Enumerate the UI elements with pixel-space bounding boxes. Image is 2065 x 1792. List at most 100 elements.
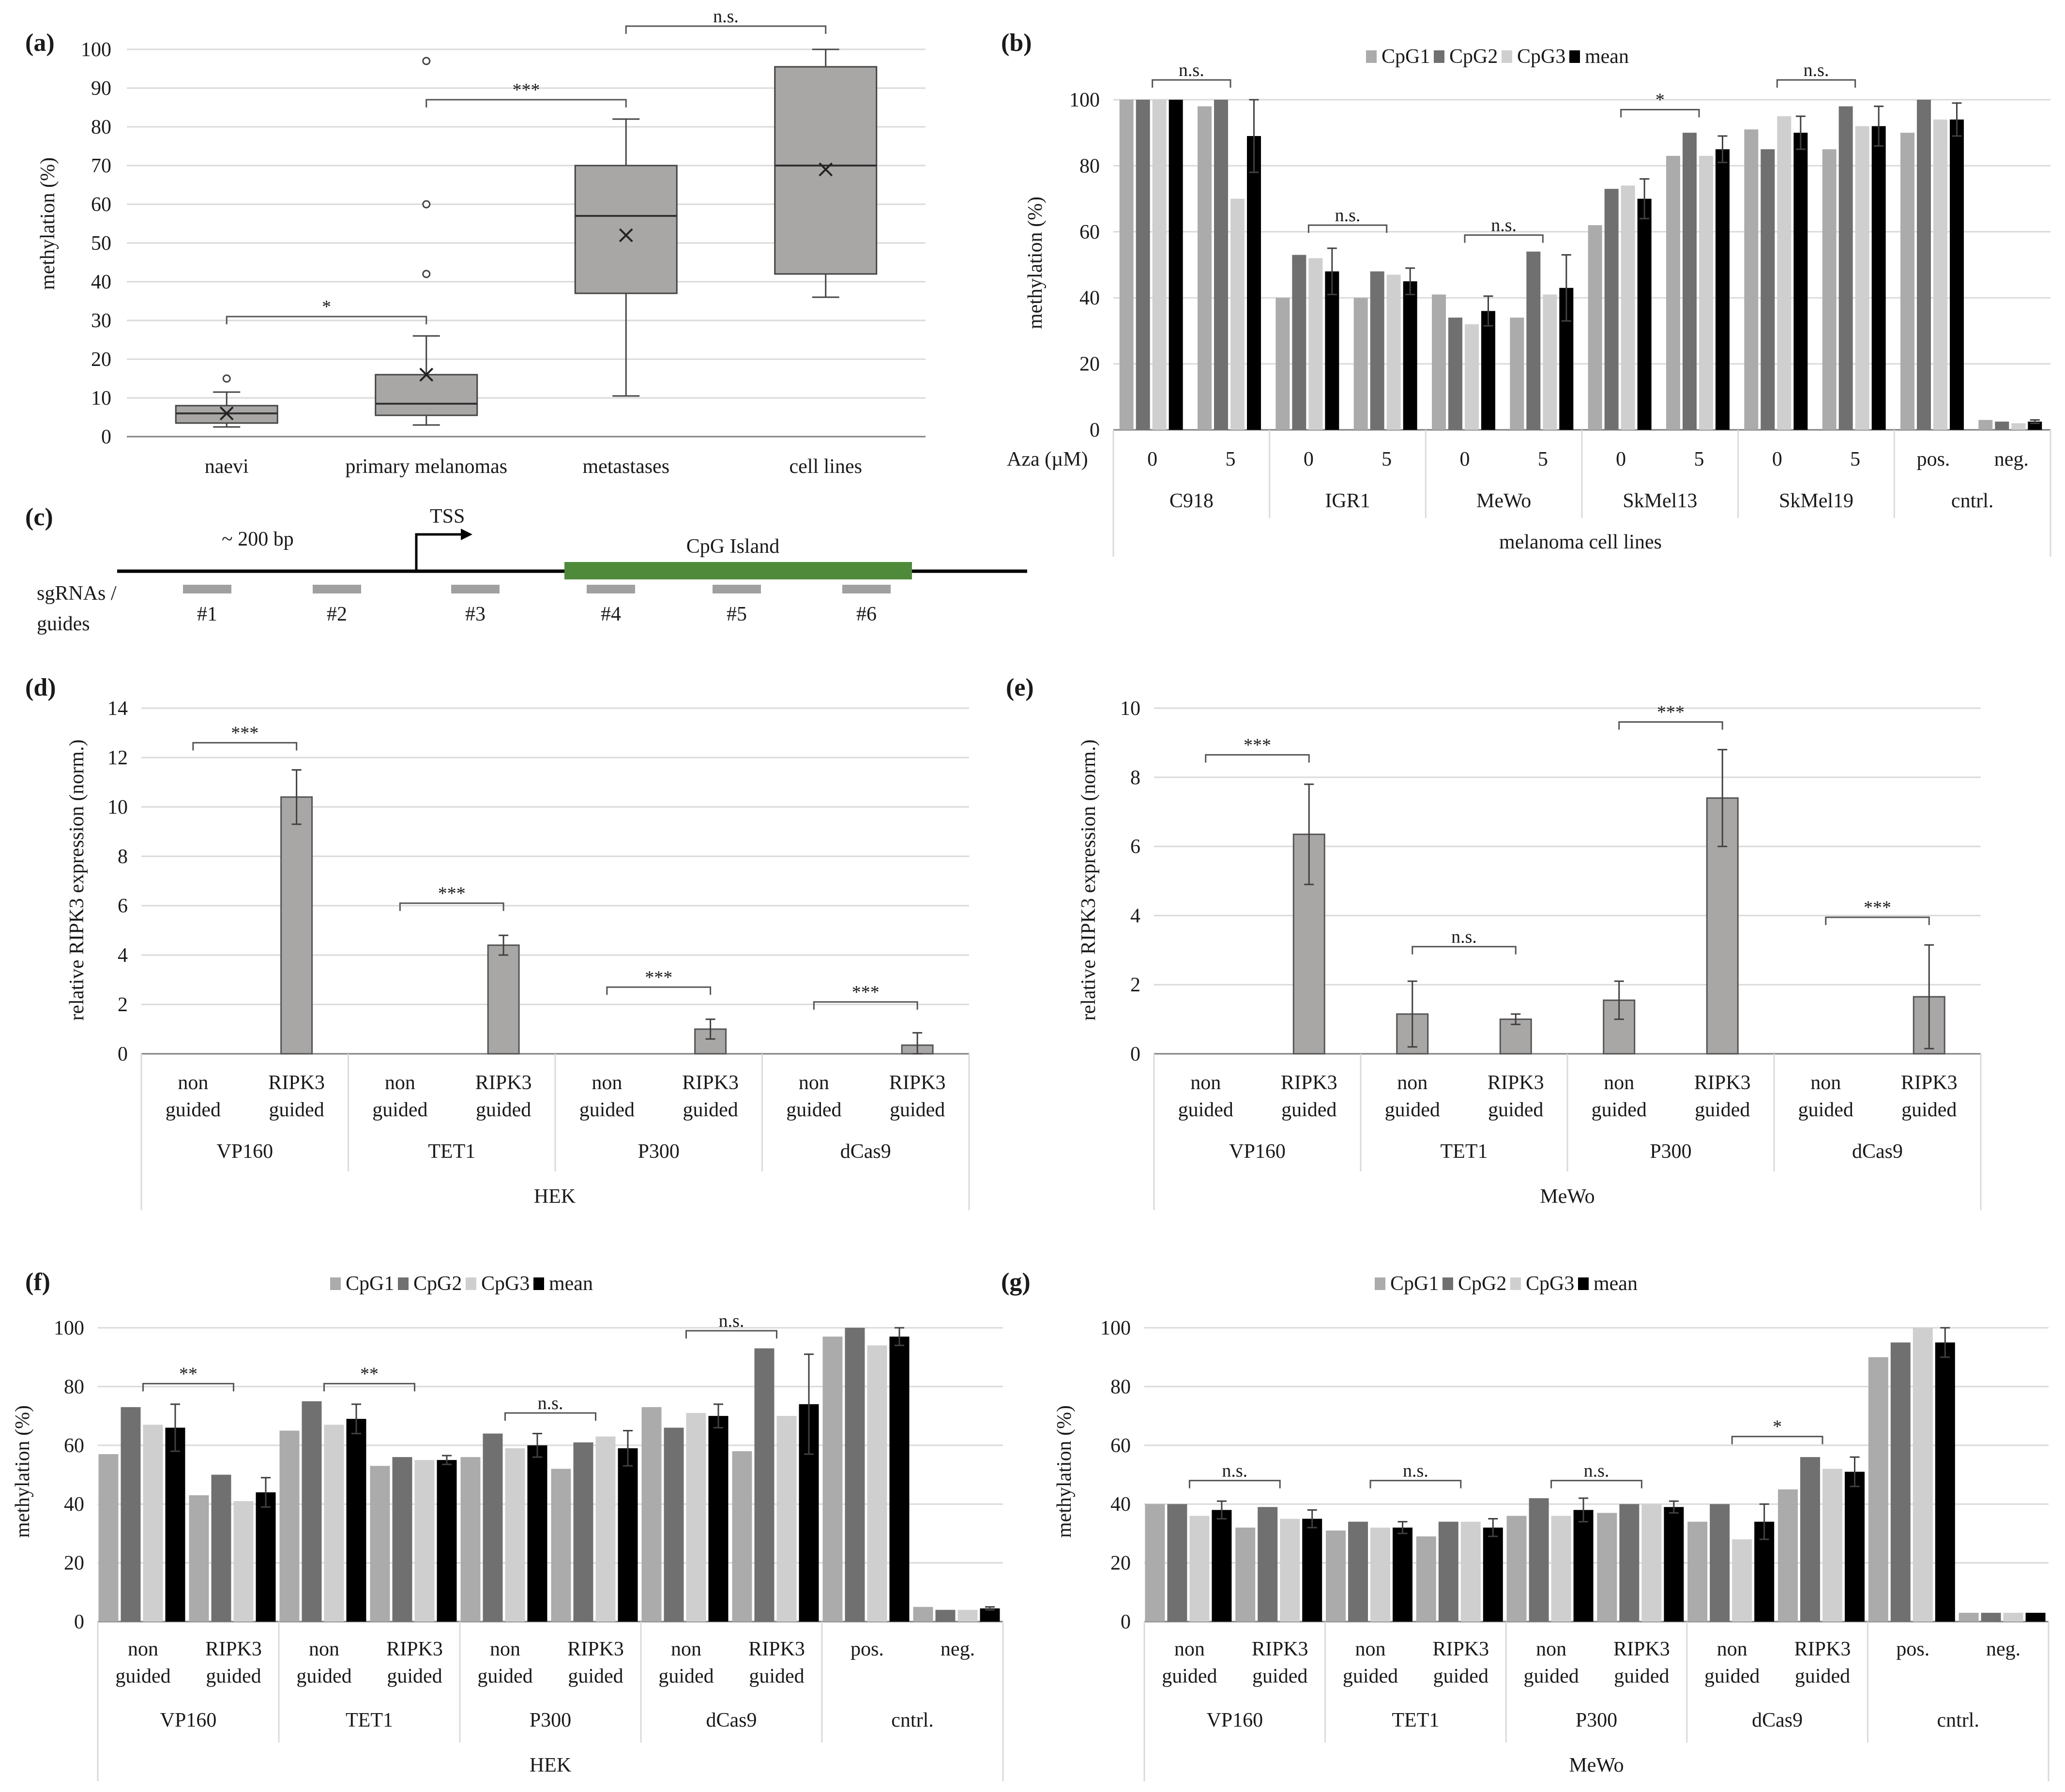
panel-b-ylabel: methylation (%) bbox=[1024, 197, 1047, 329]
group-label: TET1 bbox=[428, 1140, 475, 1163]
bar-mean bbox=[1393, 1527, 1412, 1622]
bar-cpg1 bbox=[1588, 225, 1602, 430]
group-label: VP160 bbox=[160, 1709, 217, 1731]
cluster-label: 0 bbox=[1460, 448, 1470, 471]
significance-label: n.s. bbox=[1179, 60, 1204, 80]
cluster-label: guided bbox=[372, 1099, 427, 1121]
significance-label: n.s. bbox=[1584, 1461, 1609, 1481]
guide-label: #6 bbox=[856, 603, 877, 625]
bar-cpg1 bbox=[1597, 1513, 1617, 1622]
bar bbox=[280, 796, 313, 1055]
cluster-label: RIPK3 bbox=[748, 1638, 805, 1660]
legend-g: CpG1 CpG2 CpG3 mean bbox=[1375, 1273, 1638, 1295]
bar-cpg2 bbox=[1292, 255, 1306, 430]
bar-cpg2 bbox=[1526, 251, 1541, 430]
plot-g: 0 20 40 60 80 100 VP160 non guided RIPK3 guided TET… bbox=[1100, 1317, 2050, 1781]
y-tick-label: 4 bbox=[1130, 905, 1140, 927]
bar-cpg3 bbox=[1460, 1521, 1481, 1622]
bar-cpg1 bbox=[1145, 1504, 1165, 1622]
bar-cpg3 bbox=[505, 1448, 525, 1622]
guide-mark bbox=[713, 585, 761, 593]
box-outlier bbox=[422, 57, 431, 65]
significance-bracket bbox=[192, 742, 298, 751]
bar-cpg3 bbox=[1913, 1328, 1933, 1622]
group-label: TET1 bbox=[346, 1709, 393, 1731]
bar-cpg2 bbox=[1370, 271, 1384, 430]
significance-label: *** bbox=[1244, 735, 1271, 755]
cluster-label: guided bbox=[1695, 1099, 1750, 1121]
bar-cpg3 bbox=[2003, 1612, 2023, 1622]
panel-d-bottom-label: HEK bbox=[534, 1185, 576, 1208]
group-label: dCas9 bbox=[1852, 1140, 1903, 1163]
bar-cpg2 bbox=[935, 1610, 956, 1622]
y-tick-label: 20 bbox=[1079, 353, 1100, 376]
y-tick-label: 40 bbox=[1110, 1493, 1131, 1516]
significance-bracket bbox=[425, 99, 627, 107]
bar-cpg3 bbox=[1543, 294, 1557, 430]
bar-cpg3 bbox=[1308, 258, 1323, 430]
panel-c: (c) ~ 200 bp TSS CpG Island sgRNAs / gui… bbox=[25, 503, 1027, 635]
bar-cpg2 bbox=[1136, 100, 1150, 430]
bar-cpg2 bbox=[392, 1457, 412, 1622]
cluster-label: pos. bbox=[1896, 1638, 1929, 1660]
significance-bracket bbox=[1205, 754, 1310, 763]
cluster-label: guided bbox=[1433, 1665, 1488, 1687]
x-category-label: naevi bbox=[205, 456, 249, 478]
bar-cpg2 bbox=[1258, 1507, 1278, 1622]
y-tick-label: 0 bbox=[101, 426, 111, 448]
guide-label: #2 bbox=[327, 603, 347, 625]
bar-cpg1 bbox=[1506, 1516, 1527, 1622]
guide-label: #1 bbox=[197, 603, 217, 625]
tss-arrowhead bbox=[461, 529, 472, 540]
cluster-label: guided bbox=[1614, 1665, 1669, 1687]
bar-mean bbox=[1212, 1510, 1232, 1622]
cluster-label: guided bbox=[579, 1099, 635, 1121]
cluster-label: RIPK3 bbox=[386, 1638, 443, 1660]
significance-label: *** bbox=[1864, 897, 1891, 918]
bar-cpg1 bbox=[1744, 129, 1759, 430]
cluster-label: RIPK3 bbox=[1694, 1072, 1751, 1094]
bar-cpg1 bbox=[1510, 318, 1524, 430]
cluster-label: guided bbox=[658, 1665, 714, 1687]
bar-mean bbox=[1664, 1507, 1684, 1622]
cluster-label: 0 bbox=[1147, 448, 1157, 471]
y-tick-label: 0 bbox=[1130, 1043, 1140, 1065]
cluster-label: non bbox=[1810, 1072, 1841, 1094]
bar-cpg3 bbox=[1777, 116, 1792, 430]
significance-bracket bbox=[226, 316, 427, 324]
cluster-label: RIPK3 bbox=[1794, 1638, 1851, 1660]
group-label: P300 bbox=[530, 1709, 571, 1731]
bar-mean bbox=[1871, 126, 1886, 430]
cluster-label: guided bbox=[1488, 1099, 1543, 1121]
cluster-label: non bbox=[671, 1638, 701, 1660]
legend-label: mean bbox=[1594, 1273, 1638, 1295]
bar-cpg1 bbox=[460, 1457, 481, 1622]
bar-cpg1 bbox=[370, 1466, 390, 1622]
guide-mark bbox=[842, 585, 891, 593]
panel-b: (b) methylation (%) CpG1 CpG2 CpG3 mean Aza… bbox=[1001, 29, 2051, 557]
cluster-label: non bbox=[1604, 1072, 1634, 1094]
significance-bracket bbox=[142, 1382, 234, 1392]
bar-cpg2 bbox=[573, 1442, 593, 1622]
group-label: P300 bbox=[638, 1140, 680, 1163]
bar-cpg1 bbox=[1432, 294, 1446, 430]
cluster-label: guided bbox=[296, 1665, 351, 1687]
y-tick-label: 20 bbox=[64, 1552, 84, 1575]
bar-cpg2 bbox=[845, 1328, 865, 1622]
bar-cpg3 bbox=[324, 1425, 344, 1622]
y-tick-label: 60 bbox=[1110, 1435, 1131, 1457]
legend-swatch bbox=[1375, 1277, 1385, 1290]
bar-cpg3 bbox=[1822, 1469, 1842, 1622]
bar-cpg3 bbox=[867, 1345, 887, 1622]
bar-cpg2 bbox=[211, 1474, 231, 1622]
bar-cpg3 bbox=[233, 1501, 254, 1622]
box-mean-marker bbox=[419, 367, 434, 382]
guides: #1 #2 #3 #4 #5 #6 bbox=[183, 585, 891, 625]
cluster-label: guided bbox=[1252, 1665, 1307, 1687]
bar-mean bbox=[1793, 133, 1808, 430]
panel-d-ylabel: relative RIPK3 expression (norm.) bbox=[66, 740, 88, 1021]
bar-cpg1 bbox=[98, 1454, 119, 1622]
cluster-label: non bbox=[1536, 1638, 1566, 1660]
significance-bracket bbox=[1825, 916, 1930, 925]
cluster-label: 0 bbox=[1772, 448, 1782, 471]
